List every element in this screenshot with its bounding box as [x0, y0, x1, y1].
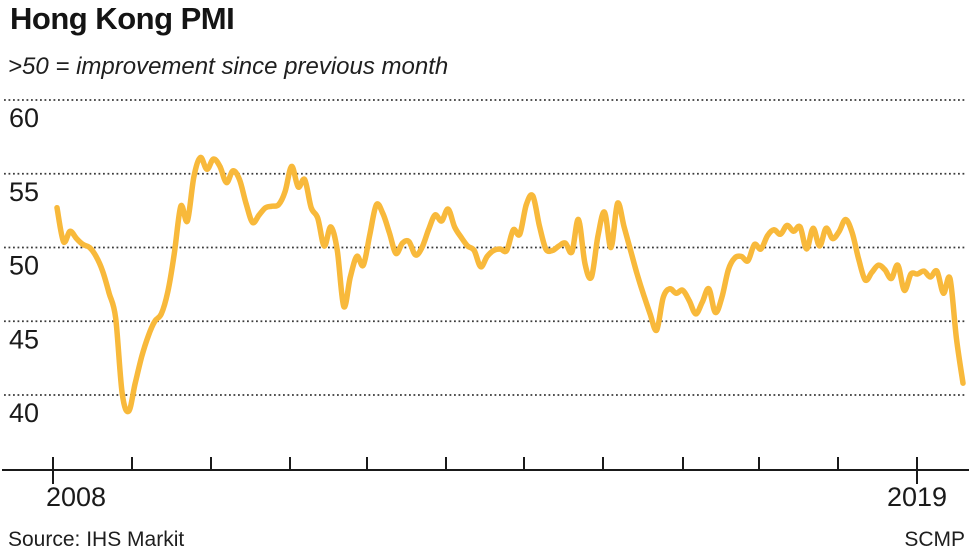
series-layer	[54, 154, 966, 415]
y-axis-label-55: 55	[9, 177, 39, 207]
x-axis-layer	[2, 457, 969, 484]
axis-labels-layer: 60 55 50 45 40 2008 2019	[9, 103, 947, 512]
x-axis-label-2019: 2019	[887, 482, 947, 512]
pmi-series-line	[54, 154, 966, 415]
y-axis-label-50: 50	[9, 251, 39, 281]
publisher-credit: SCMP	[904, 528, 965, 551]
gridlines-layer	[4, 99, 967, 396]
x-axis-label-2008: 2008	[46, 482, 106, 512]
y-axis-label-45: 45	[9, 324, 39, 354]
y-axis-label-40: 40	[9, 398, 39, 428]
chart-title: Hong Kong PMI	[10, 1, 235, 36]
y-axis-label-60: 60	[9, 103, 39, 133]
source-credit: Source: IHS Markit	[8, 528, 185, 551]
chart-subtitle: >50 = improvement since previous month	[8, 53, 449, 80]
